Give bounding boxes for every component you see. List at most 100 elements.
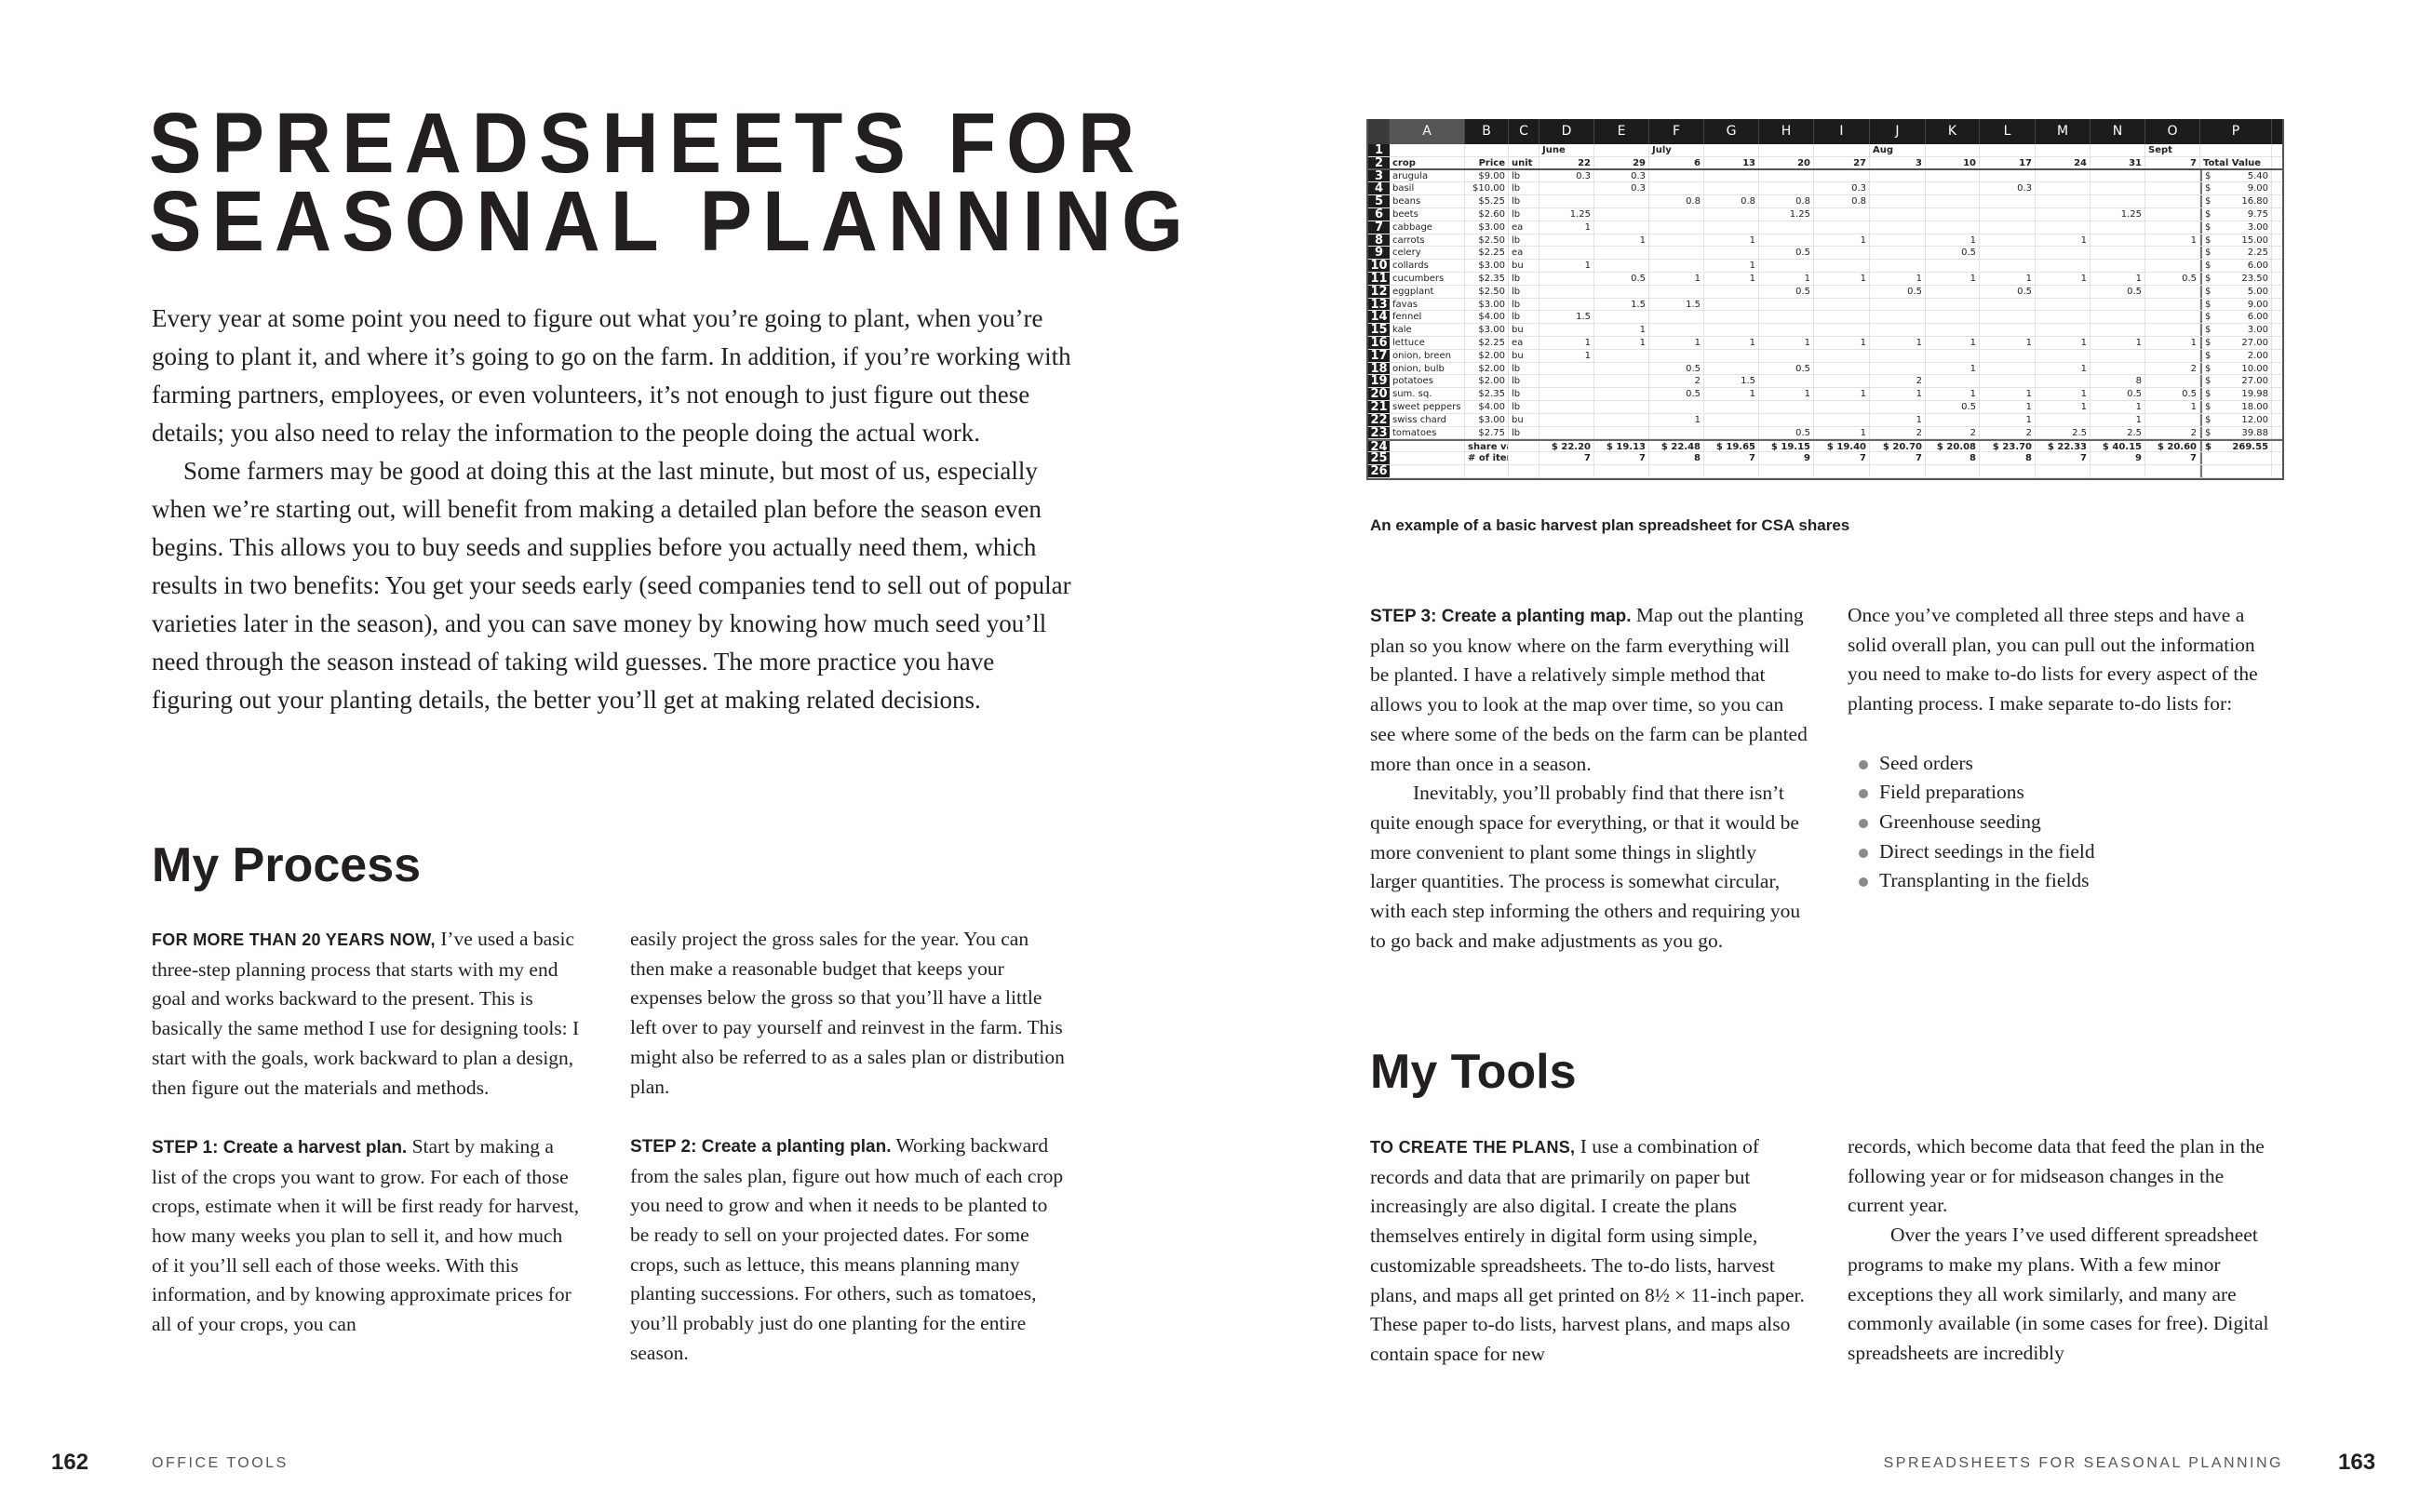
sheet-cell bbox=[1649, 207, 1704, 221]
sheet-cell bbox=[1704, 400, 1759, 413]
sheet-cell: 1 bbox=[1870, 413, 1926, 426]
sheet-cell: 0.8 bbox=[1814, 195, 1870, 207]
sheet-cell bbox=[2091, 464, 2145, 477]
sheet-cell: 1 bbox=[1926, 388, 1980, 400]
row-header: 19 bbox=[1368, 375, 1390, 388]
sheet-cell: lb bbox=[1509, 285, 1539, 298]
total-value: $5.00 bbox=[2200, 285, 2272, 298]
sheet-cell bbox=[1926, 349, 1980, 362]
sheet-cell bbox=[1980, 349, 2036, 362]
sheet-cell: $2.00 bbox=[1465, 349, 1509, 362]
sheet-cell bbox=[1390, 452, 1465, 464]
item-count: 7 bbox=[1594, 452, 1649, 464]
sheet-cell: 1 bbox=[1980, 413, 2036, 426]
sheet-cell bbox=[1980, 362, 2036, 375]
row-header: 26 bbox=[1368, 464, 1390, 477]
sheet-cell: $2.00 bbox=[1465, 375, 1509, 388]
list-item: Transplanting in the fields bbox=[1848, 866, 2278, 896]
sheet-cell: 0.5 bbox=[1759, 285, 1814, 298]
sheet-cell: 1 bbox=[1926, 234, 1980, 247]
sheet-cell bbox=[2145, 413, 2200, 426]
lead-in: FOR MORE THAN 20 YEARS NOW, bbox=[152, 930, 436, 949]
lead-in: TO CREATE THE PLANS, bbox=[1370, 1138, 1576, 1157]
sheet-cell: 1 bbox=[1759, 272, 1814, 285]
column-header: J bbox=[1870, 119, 1926, 144]
column-title: 17 bbox=[1980, 156, 2036, 168]
todo-intro: Once you’ve completed all three steps an… bbox=[1848, 604, 2258, 716]
sheet-cell bbox=[2091, 324, 2145, 336]
sheet-cell bbox=[1870, 324, 1926, 336]
sheet-cell bbox=[1539, 426, 1594, 439]
sheet-row: 21 sweet peppers $4.00 lb 0.5 1 1 1 1 $18.00 bbox=[1368, 400, 2282, 414]
sheet-cell bbox=[1594, 311, 1649, 324]
sheet-cell bbox=[1980, 311, 2036, 324]
sheet-cell: 1 bbox=[2145, 234, 2200, 247]
row-header: 8 bbox=[1368, 234, 1390, 247]
sheet-cell: 1.25 bbox=[1759, 207, 1814, 221]
sheet-cell bbox=[1980, 260, 2036, 272]
item-count: 7 bbox=[2036, 452, 2091, 464]
sheet-cell: $4.00 bbox=[1465, 400, 1509, 413]
sheet-cell bbox=[1870, 311, 1926, 324]
sheet-row: 6 beets $2.60 lb 1.25 1.25 1.25 $9.75 bbox=[1368, 207, 2282, 221]
column-title: 13 bbox=[1704, 156, 1759, 168]
sheet-cell: 1 bbox=[1759, 388, 1814, 400]
column-header: H bbox=[1759, 119, 1814, 144]
share-value: $ 23.70 bbox=[1980, 441, 2036, 452]
sheet-cell: 1 bbox=[1704, 260, 1759, 272]
sheet-row: 10 collards $3.00 bu 1 1 $6.00 bbox=[1368, 260, 2282, 273]
sheet-cell: 1 bbox=[1870, 272, 1926, 285]
sheet-row: 13 favas $3.00 lb 1.5 1.5 $9.00 bbox=[1368, 298, 2282, 312]
month-label: June bbox=[1539, 144, 1594, 156]
sheet-cell bbox=[1870, 349, 1926, 362]
sheet-cell: lb bbox=[1509, 182, 1539, 195]
sheet-cell bbox=[1926, 221, 1980, 234]
total-value: $3.00 bbox=[2200, 221, 2272, 234]
sheet-cell: bu bbox=[1509, 324, 1539, 336]
sheet-cell bbox=[1814, 324, 1870, 336]
sheet-cell bbox=[1594, 285, 1649, 298]
sheet-cell bbox=[2145, 207, 2200, 221]
sheet-cell: 1 bbox=[1539, 349, 1594, 362]
sheet-cell bbox=[1539, 195, 1594, 207]
sheet-cell: 1 bbox=[1814, 426, 1870, 439]
sheet-cell bbox=[1649, 247, 1704, 260]
sheet-cell bbox=[2036, 221, 2091, 234]
column-header: K bbox=[1926, 119, 1980, 144]
sheet-cell: 1 bbox=[1704, 388, 1759, 400]
sheet-cell: 0.5 bbox=[1759, 247, 1814, 260]
sheet-cell bbox=[1594, 247, 1649, 260]
paragraph-text: Map out the planting plan so you know wh… bbox=[1370, 604, 1808, 775]
sheet-cell: 1 bbox=[1870, 388, 1926, 400]
sheet-cell bbox=[1759, 349, 1814, 362]
sheet-cell bbox=[1926, 195, 1980, 207]
sheet-cell: $2.75 bbox=[1465, 426, 1509, 439]
sheet-cell: 1 bbox=[2091, 400, 2145, 413]
sheet-cell: lb bbox=[1509, 169, 1539, 182]
sheet-cell bbox=[1539, 182, 1594, 195]
sheet-row: 11 cucumbers $2.35 lb 0.5 1 1 1 1 1 1 1 1 1 0.5 $23.50 bbox=[1368, 272, 2282, 286]
sheet-cell bbox=[1926, 375, 1980, 388]
harvest-plan-spreadsheet: A B C D E F G H I J K L M N O P 1 June July Aug Sept 2 crop Pri… bbox=[1366, 119, 2284, 480]
items-label: # of items bbox=[1465, 452, 1509, 464]
sheet-cell: 0.8 bbox=[1704, 195, 1759, 207]
sheet-cell bbox=[1926, 298, 1980, 311]
sheet-cell bbox=[2145, 182, 2200, 195]
tools-column-1: TO CREATE THE PLANS, I use a combination… bbox=[1370, 1132, 1808, 1370]
sheet-cell: 1 bbox=[1539, 221, 1594, 234]
step2-paragraph: STEP 2: Create a planting plan. Working … bbox=[630, 1131, 1068, 1369]
sheet-cell bbox=[1539, 375, 1594, 388]
sheet-cell bbox=[2036, 207, 2091, 221]
tools-column-2: records, which become data that feed the… bbox=[1848, 1132, 2278, 1369]
sheet-cell bbox=[1539, 285, 1594, 298]
row-header: 10 bbox=[1368, 260, 1390, 272]
title-line-1: SPREADSHEETS FOR bbox=[149, 96, 1146, 191]
sheet-cell bbox=[1594, 426, 1649, 439]
sheet-cell: lb bbox=[1509, 400, 1539, 413]
share-value: $ 22.48 bbox=[1649, 441, 1704, 452]
column-header: P bbox=[2200, 119, 2272, 144]
sheet-cell: 0.3 bbox=[1539, 169, 1594, 182]
sheet-cell bbox=[2036, 324, 2091, 336]
sheet-cell bbox=[1594, 400, 1649, 413]
intro-paragraph: Every year at some point you need to fig… bbox=[152, 304, 1071, 447]
